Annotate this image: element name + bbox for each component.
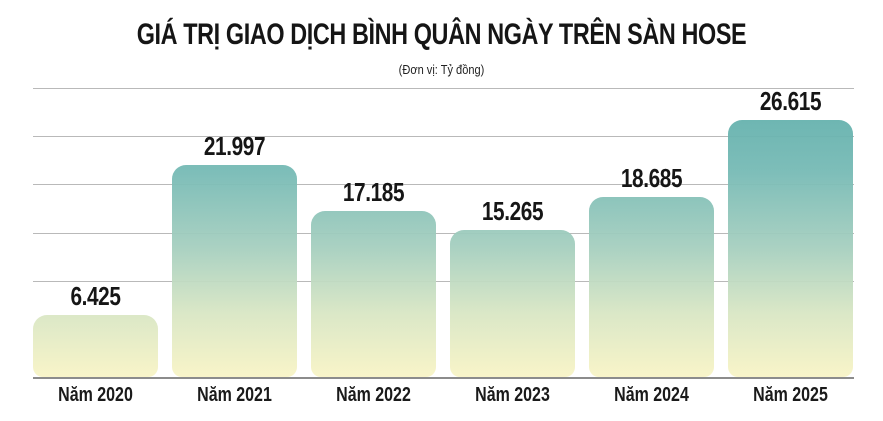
x-tick-label: Năm 2020: [58, 384, 133, 406]
value-label: 15.265: [481, 196, 544, 226]
x-tick-label: Năm 2025: [753, 384, 828, 406]
x-tick-label: Năm 2021: [197, 384, 272, 406]
chart-title: GIÁ TRỊ GIAO DỊCH BÌNH QUÂN NGÀY TRÊN SÀ…: [136, 18, 747, 51]
gridline: [33, 184, 854, 185]
value-label: 17.185: [342, 177, 405, 207]
bar: [728, 120, 853, 377]
bar: [33, 315, 158, 377]
bar: [589, 197, 714, 377]
x-axis-baseline: [33, 377, 854, 379]
bar: [450, 230, 575, 377]
gridline: [33, 88, 854, 89]
plot-area: [33, 88, 854, 379]
chart-subtitle: (Đơn vị: Tỷ đồng): [398, 62, 485, 77]
x-tick-label: Năm 2024: [614, 384, 689, 406]
value-label: 18.685: [620, 163, 683, 193]
gridline: [33, 281, 854, 282]
value-label: 21.997: [203, 131, 266, 161]
gridline: [33, 136, 854, 137]
x-tick-label: Năm 2022: [336, 384, 411, 406]
gridline: [33, 233, 854, 234]
value-label: 6.425: [70, 281, 121, 311]
bar: [172, 165, 297, 377]
bar: [311, 211, 436, 377]
value-label: 26.615: [759, 86, 822, 116]
x-tick-label: Năm 2023: [475, 384, 550, 406]
